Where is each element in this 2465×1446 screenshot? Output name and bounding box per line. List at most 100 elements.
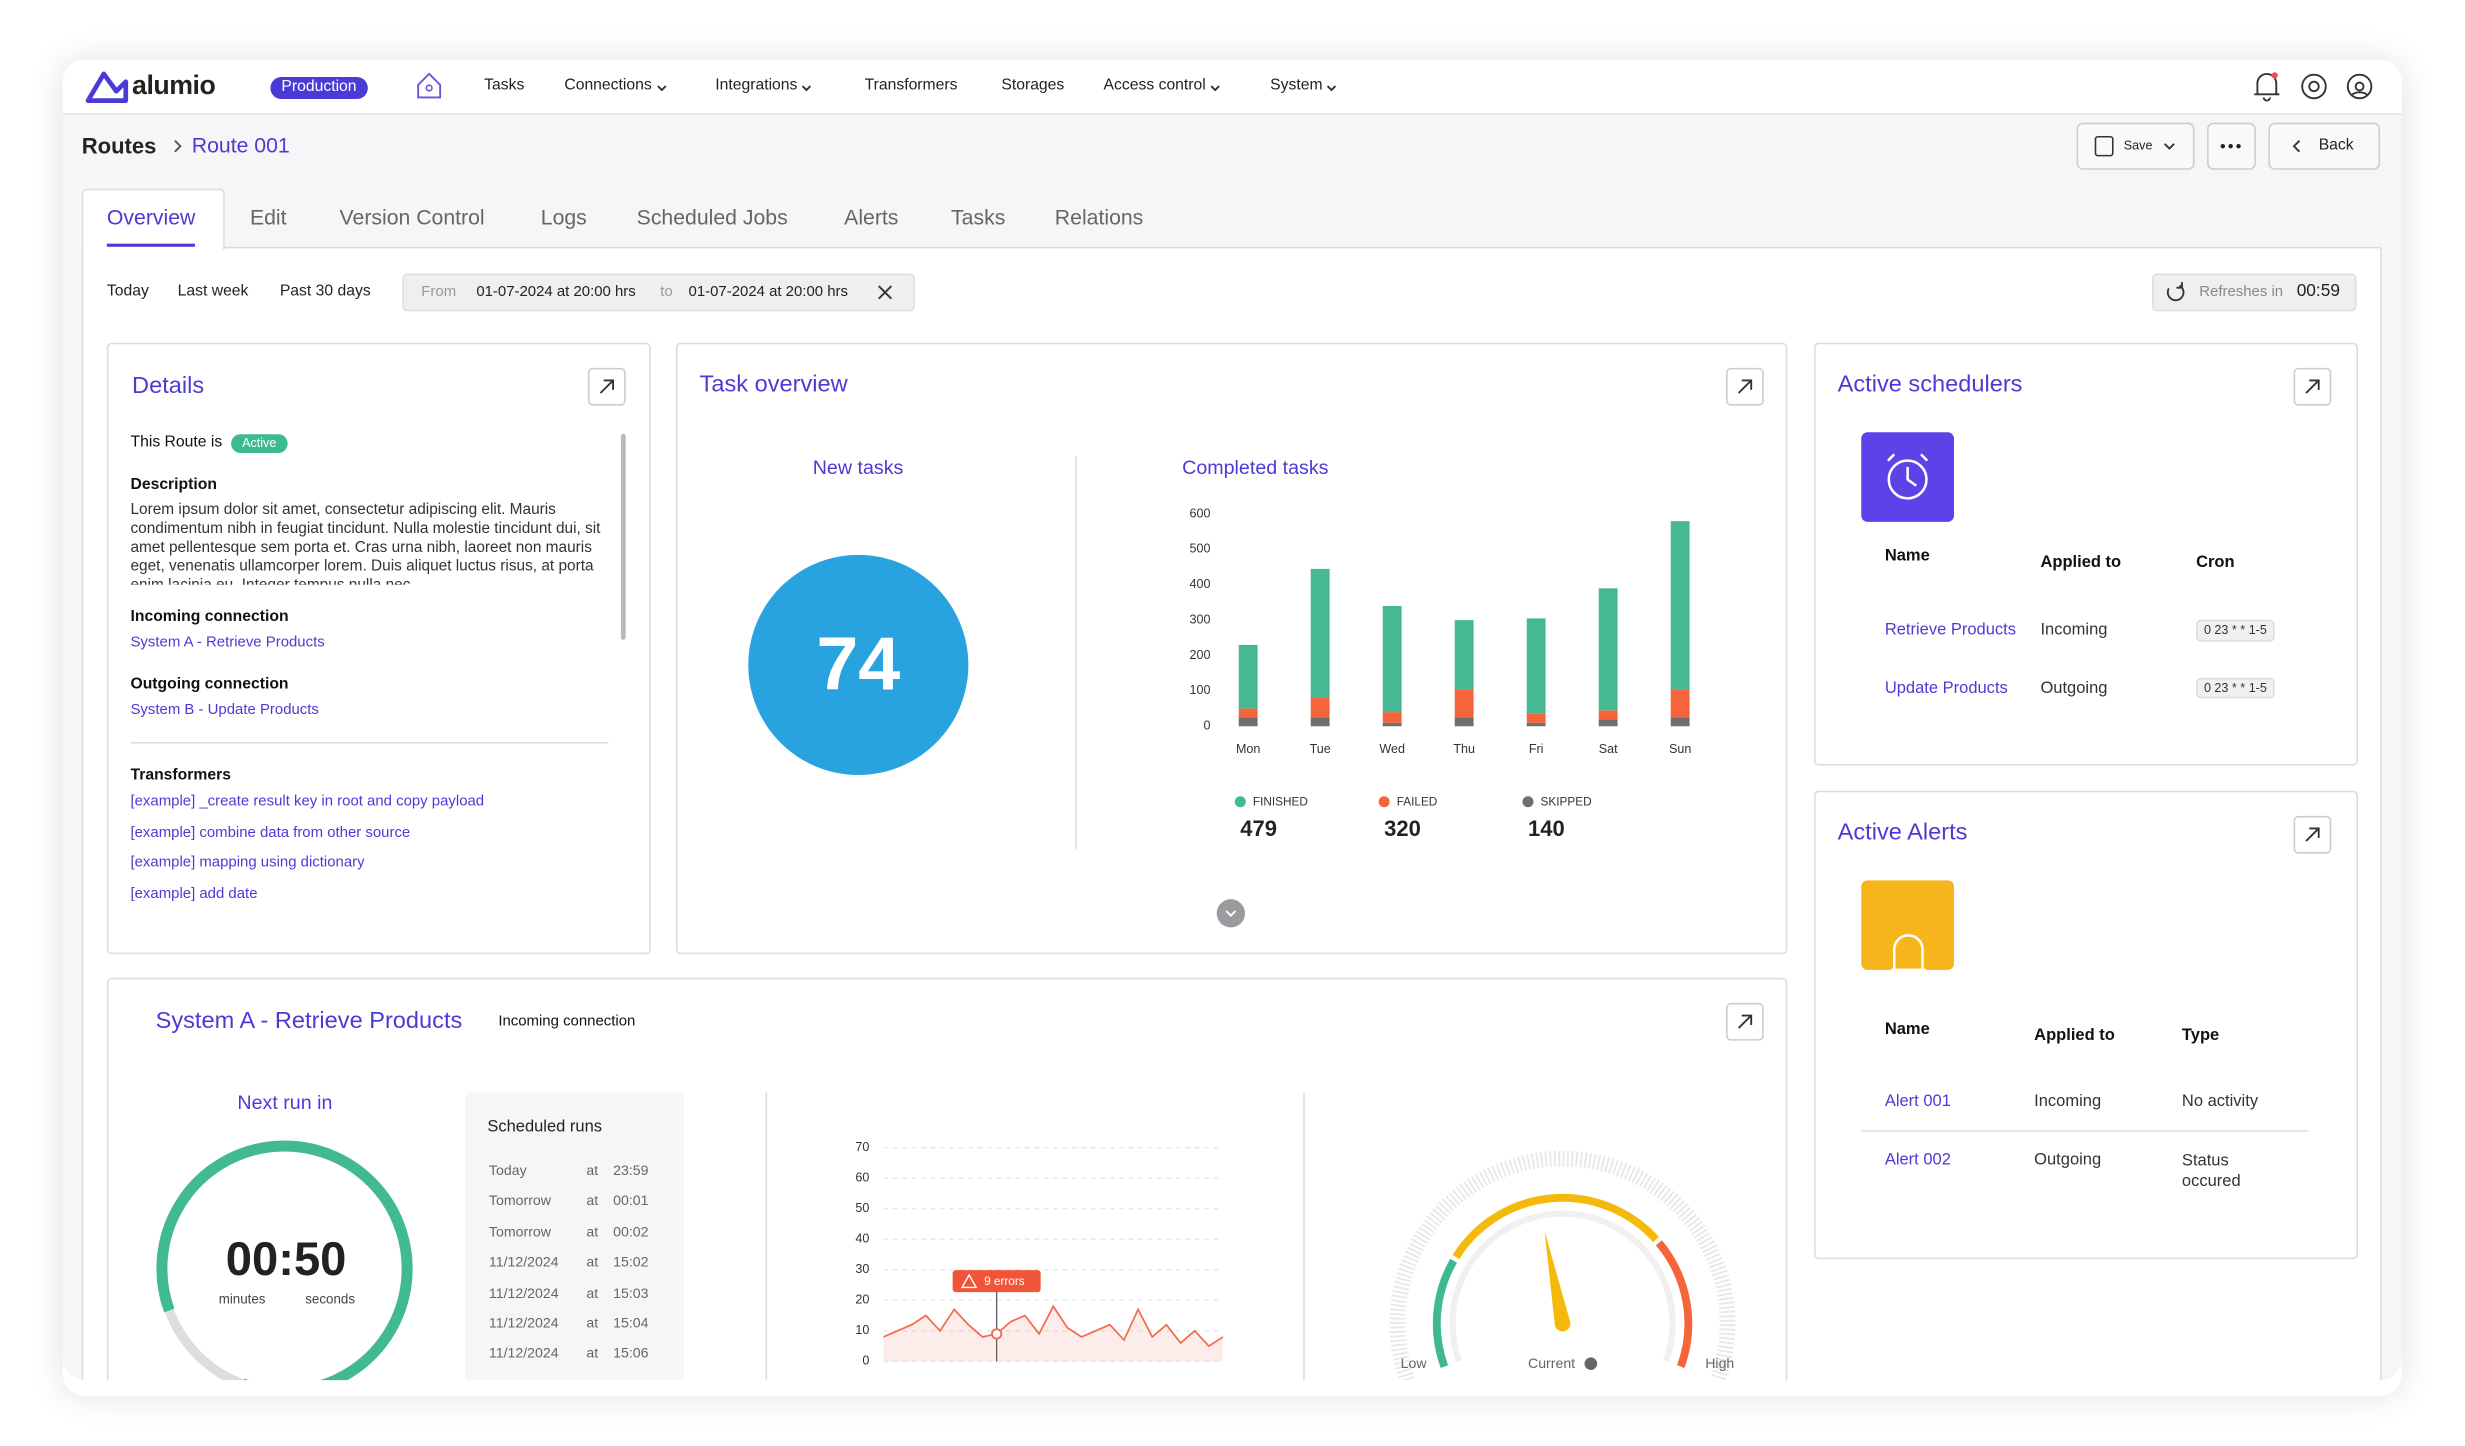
nav-item[interactable]: Storages (1001, 77, 1065, 95)
scheduled-run: at (586, 1254, 599, 1270)
scheduled-run: 15:02 (613, 1254, 649, 1270)
breadcrumb-root[interactable]: Routes (81, 132, 157, 159)
alerts-card (1814, 790, 2358, 1260)
scheduled-run: at (586, 1162, 599, 1179)
date-range[interactable] (402, 273, 915, 312)
applied-to: Incoming (2040, 620, 2108, 640)
card-title: Active Alerts (1837, 819, 1968, 846)
card-title: Active schedulers (1837, 370, 2023, 398)
refresh-box[interactable] (2152, 273, 2357, 312)
applied-to: Outgoing (2040, 677, 2108, 697)
column-header: Applied to (2034, 1026, 2115, 1045)
scheduled-run: 23:59 (613, 1162, 649, 1179)
connection-link[interactable]: System A - Retrieve Products (130, 633, 325, 652)
task-overview-card (675, 342, 1788, 955)
tab[interactable]: Overview (106, 205, 196, 230)
window: 74 0 100 200 300 400 500 600 Mon Tue Wed Thu Fri Sat S… (62, 59, 2403, 1381)
expand-button[interactable] (1726, 367, 1764, 406)
column-header: Cron (2196, 552, 2235, 572)
expand-button[interactable] (2293, 815, 2332, 854)
scheduled-run: at (586, 1315, 599, 1331)
more-button[interactable] (2207, 122, 2256, 170)
applied-to: Incoming (2034, 1092, 2102, 1111)
scheduled-run: 15:06 (613, 1345, 649, 1362)
nav-item[interactable]: Access control (1103, 77, 1206, 95)
scheduled-title: Scheduled runs (487, 1117, 603, 1137)
date-preset[interactable]: Today (106, 282, 149, 301)
scheduled-run: Tomorrow (488, 1223, 552, 1240)
transformer-link[interactable]: [example] mapping using dictionary (130, 854, 365, 872)
row-separator (1861, 1130, 2308, 1132)
scheduled-run: 15:04 (613, 1315, 649, 1331)
top-nav (62, 59, 2403, 115)
refresh-time: 00:59 (2296, 282, 2340, 301)
card-title: System A - Retrieve Products (155, 1007, 463, 1035)
details-card (106, 342, 651, 955)
to-date: 01-07-2024 at 20:00 hrs (688, 283, 848, 301)
expand-button[interactable] (587, 367, 626, 406)
from-date: 01-07-2024 at 20:00 hrs (476, 283, 636, 301)
divider (1303, 1092, 1305, 1381)
tab[interactable]: Version Control (339, 205, 485, 230)
date-preset[interactable]: Past 30 days (279, 282, 371, 301)
transformer-link[interactable]: [example] combine data from other source (130, 823, 411, 841)
field-label: Description (130, 476, 217, 494)
section-title: New tasks (812, 456, 904, 479)
transformer-link[interactable]: [example] _create result key in root and… (130, 792, 485, 811)
alert-name[interactable]: Alert 002 (1884, 1150, 1951, 1170)
scheduler-name[interactable]: Retrieve Products (1884, 620, 2017, 640)
transformer-link[interactable]: [example] add date (130, 884, 258, 903)
nav-item[interactable]: Tasks (484, 77, 525, 95)
expand-button[interactable] (2293, 367, 2332, 406)
tab-underline (106, 243, 195, 247)
scrollbar (620, 433, 626, 640)
to-label: to (660, 283, 673, 301)
field-label: Transformers (130, 767, 231, 785)
status-badge: Active (231, 434, 288, 453)
tab[interactable]: Tasks (951, 205, 1006, 230)
date-preset[interactable]: Last week (177, 282, 249, 301)
scheduled-run: 11/12/2024 (488, 1284, 559, 1301)
card-subtitle: Incoming connection (498, 1012, 636, 1031)
tab[interactable]: Edit (249, 205, 287, 230)
refresh-label: Refreshes in (2199, 283, 2284, 301)
breadcrumb-current: Route 001 (191, 133, 290, 158)
scheduler-name[interactable]: Update Products (1884, 677, 2008, 697)
section-title: Next run in (237, 1091, 333, 1114)
back-button[interactable] (2268, 122, 2381, 170)
tab[interactable]: Relations (1054, 205, 1144, 230)
field-label: Incoming connection (130, 608, 289, 626)
connection-link[interactable]: System B - Update Products (130, 701, 319, 719)
chart-title: Completed tasks (1182, 456, 1329, 479)
cron-badge: 0 23 * * 1-5 (2196, 619, 2275, 642)
scheduled-run: at (586, 1284, 599, 1301)
scheduled-run: 00:01 (613, 1193, 649, 1209)
nav-item[interactable]: Transformers (864, 77, 958, 95)
tab[interactable]: Alerts (844, 205, 899, 230)
alert-type: Status occured (2181, 1151, 2241, 1191)
alert-name[interactable]: Alert 001 (1884, 1092, 1951, 1111)
scheduled-run: at (586, 1223, 599, 1240)
card-title: Task overview (699, 370, 848, 398)
scheduled-run: 15:03 (613, 1284, 649, 1301)
cron-badge: 0 23 * * 1-5 (2196, 677, 2275, 699)
separator (130, 741, 609, 744)
environment-badge[interactable]: Production (270, 76, 368, 99)
nav-item[interactable]: Connections (564, 77, 652, 95)
back-label: Back (2318, 136, 2354, 155)
tab[interactable]: Logs (540, 205, 587, 230)
applied-to: Outgoing (2034, 1150, 2102, 1170)
column-header: Applied to (2040, 552, 2122, 572)
scheduled-run: Today (488, 1162, 527, 1179)
scheduled-run: 11/12/2024 (488, 1315, 559, 1331)
column-header: Name (1884, 1019, 1930, 1039)
nav-item[interactable]: Integrations (715, 77, 798, 95)
nav-item[interactable]: System (1270, 77, 1323, 95)
divider (1075, 455, 1077, 849)
expand-button[interactable] (1726, 1002, 1764, 1041)
logo-text: alumio (132, 70, 216, 101)
tab[interactable]: Scheduled Jobs (636, 205, 788, 230)
column-header: Name (1884, 546, 1930, 566)
from-label: From (421, 283, 457, 301)
